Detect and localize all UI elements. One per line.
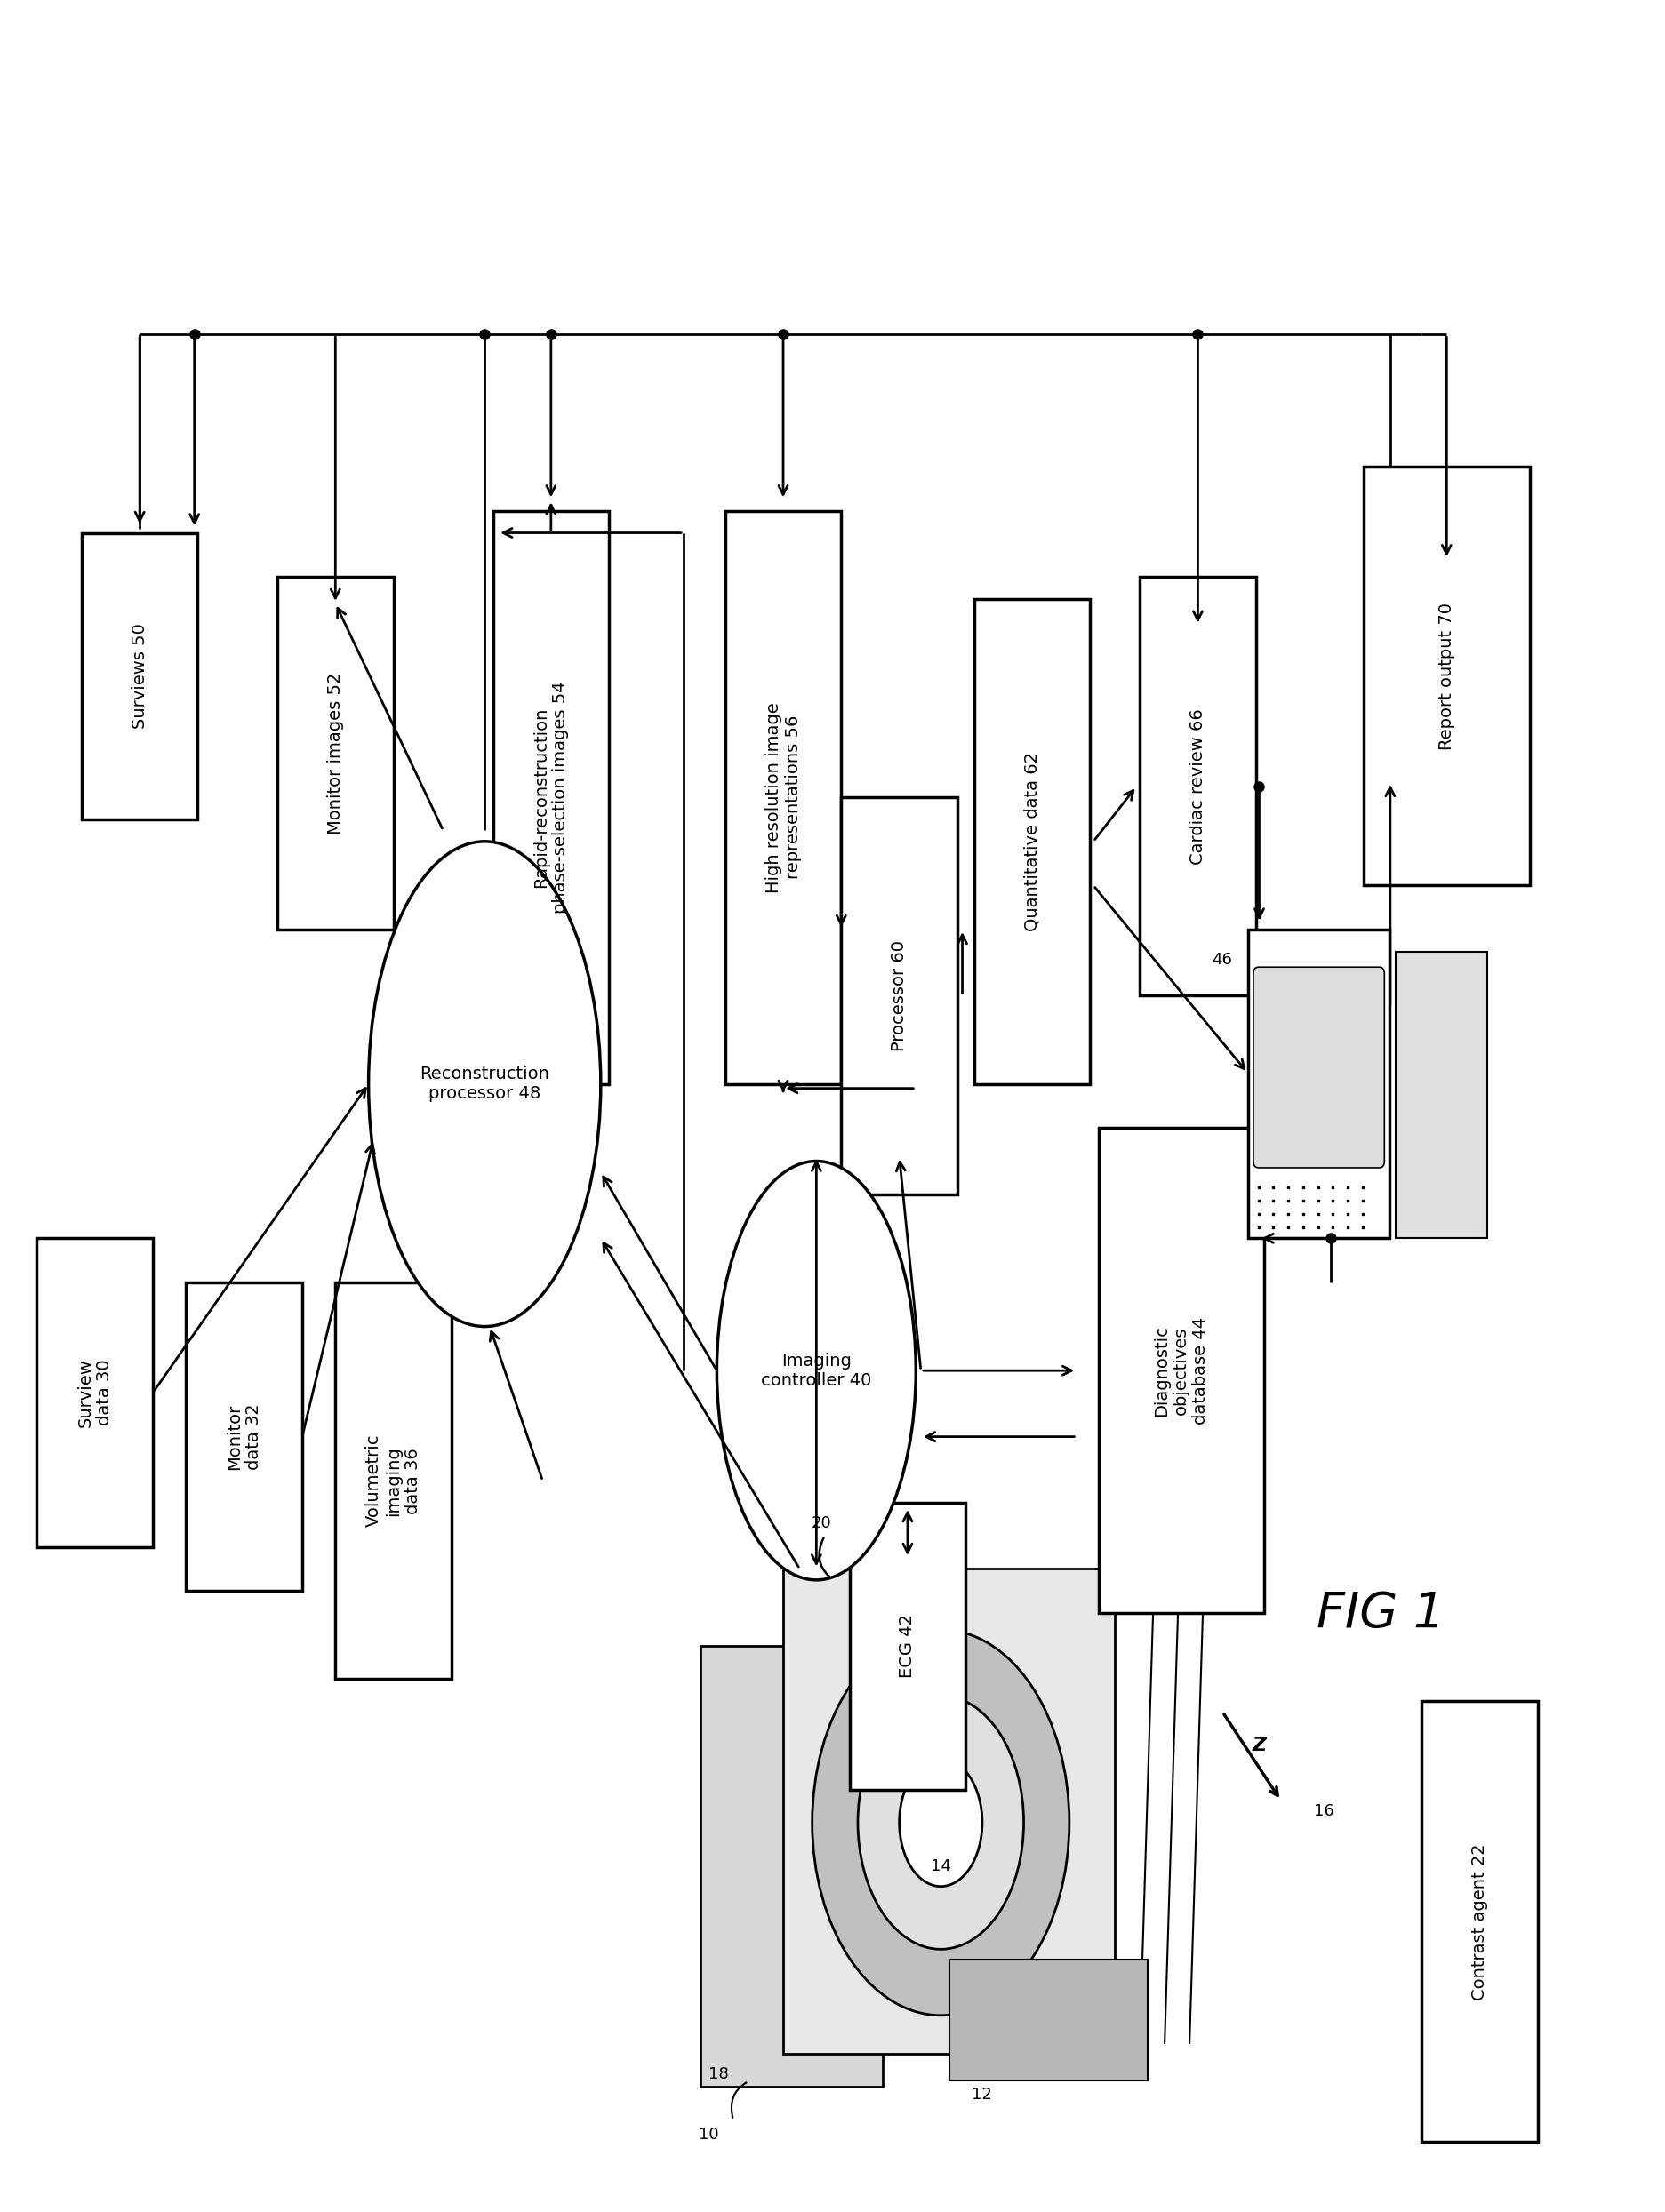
Bar bbox=[974, 599, 1089, 1084]
Bar bbox=[37, 1239, 153, 1546]
Text: Rapid-reconstruction
phase-selection images 54: Rapid-reconstruction phase-selection ima… bbox=[533, 681, 569, 914]
Text: Monitor images 52: Monitor images 52 bbox=[326, 672, 343, 834]
Text: Report output 70: Report output 70 bbox=[1437, 602, 1454, 750]
Ellipse shape bbox=[813, 1630, 1069, 2015]
Text: Diagnostic
objectives
database 44: Diagnostic objectives database 44 bbox=[1152, 1316, 1209, 1425]
Text: Contrast agent 22: Contrast agent 22 bbox=[1470, 1843, 1487, 2000]
Bar bbox=[493, 511, 609, 1084]
Text: Monitor
data 32: Monitor data 32 bbox=[226, 1402, 263, 1471]
Text: Processor 60: Processor 60 bbox=[891, 940, 907, 1051]
Text: 46: 46 bbox=[1210, 951, 1230, 967]
Text: Quantitative data 62: Quantitative data 62 bbox=[1022, 752, 1041, 931]
Ellipse shape bbox=[899, 1759, 982, 1887]
Text: 10: 10 bbox=[698, 2126, 718, 2143]
Bar bbox=[724, 511, 841, 1084]
Text: 12: 12 bbox=[971, 2088, 992, 2104]
Bar bbox=[841, 796, 957, 1194]
Bar bbox=[1420, 1701, 1537, 2141]
Text: Volumetric
imaging
data 36: Volumetric imaging data 36 bbox=[365, 1433, 421, 1526]
Bar bbox=[186, 1283, 301, 1590]
Ellipse shape bbox=[857, 1697, 1022, 1949]
Ellipse shape bbox=[368, 841, 601, 1327]
Bar bbox=[1097, 1128, 1264, 1613]
Text: Z: Z bbox=[1252, 1736, 1265, 1754]
Bar bbox=[849, 1502, 966, 1790]
Text: 16: 16 bbox=[1314, 1803, 1334, 1820]
Bar bbox=[335, 1283, 451, 1679]
Text: 14: 14 bbox=[931, 1858, 951, 1874]
Bar bbox=[82, 533, 198, 818]
Text: Cardiac review 66: Cardiac review 66 bbox=[1189, 708, 1205, 865]
Bar bbox=[1139, 577, 1255, 995]
Text: High resolution image
representations 56: High resolution image representations 56 bbox=[764, 701, 801, 894]
FancyArrowPatch shape bbox=[819, 1537, 829, 1577]
Bar bbox=[783, 1568, 1114, 2055]
Text: Imaging
controller 40: Imaging controller 40 bbox=[761, 1352, 871, 1389]
Bar bbox=[1364, 467, 1528, 885]
FancyBboxPatch shape bbox=[1395, 951, 1487, 1239]
Bar bbox=[276, 577, 393, 929]
Bar bbox=[699, 1646, 882, 2088]
Text: Surview
data 30: Surview data 30 bbox=[77, 1358, 113, 1427]
Text: Surviews 50: Surviews 50 bbox=[132, 624, 148, 730]
FancyBboxPatch shape bbox=[1252, 967, 1384, 1168]
Text: FIG 1: FIG 1 bbox=[1315, 1590, 1444, 1637]
Text: 18: 18 bbox=[708, 2066, 728, 2084]
Text: 20: 20 bbox=[811, 1515, 831, 1531]
Text: ECG 42: ECG 42 bbox=[899, 1615, 916, 1679]
Bar bbox=[1247, 929, 1389, 1239]
Text: Reconstruction
processor 48: Reconstruction processor 48 bbox=[420, 1066, 549, 1102]
Ellipse shape bbox=[716, 1161, 916, 1579]
FancyArrowPatch shape bbox=[731, 2084, 746, 2117]
Bar bbox=[949, 1960, 1147, 2081]
